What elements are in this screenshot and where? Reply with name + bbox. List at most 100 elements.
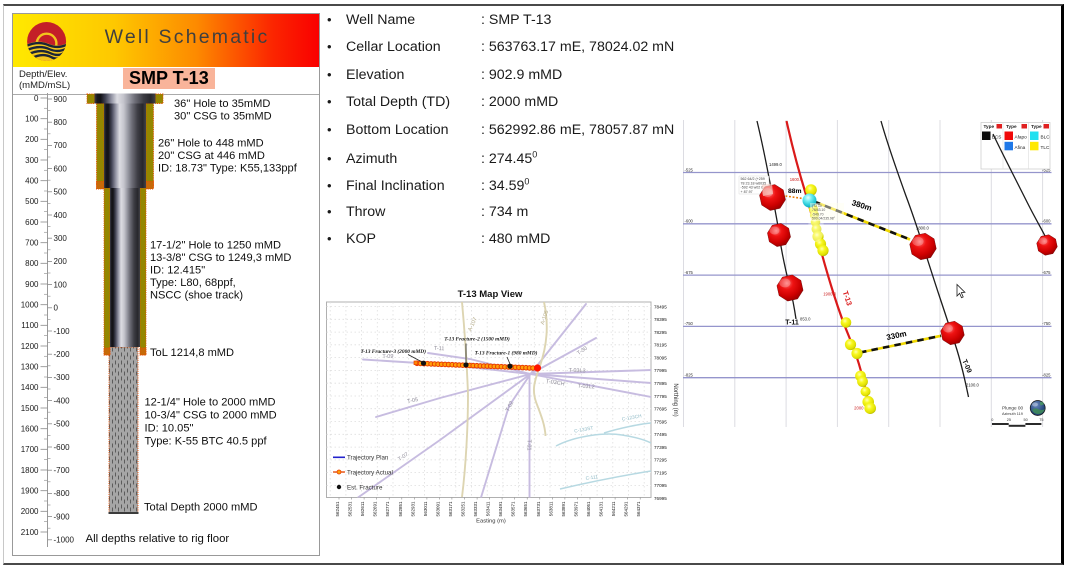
svg-text:T-11: T-11	[434, 346, 445, 353]
svg-text:-825: -825	[685, 373, 694, 378]
svg-text:77095: 77095	[654, 483, 667, 488]
svg-text:77495: 77495	[654, 432, 667, 437]
svg-text:75: 75	[1039, 418, 1043, 422]
svg-text:563811: 563811	[548, 501, 553, 516]
svg-text:330m: 330m	[886, 329, 908, 342]
svg-text:-750: -750	[685, 321, 694, 326]
svg-text:77895: 77895	[654, 381, 667, 386]
svg-text:30" CSG to 35mMD: 30" CSG to 35mMD	[174, 111, 272, 123]
svg-text:78295: 78295	[654, 330, 667, 335]
svg-text:200: 200	[54, 257, 68, 266]
svg-text:500: 500	[54, 188, 68, 197]
svg-text:Type: L80, 68ppf,: Type: L80, 68ppf,	[150, 277, 236, 289]
svg-text:500: 500	[25, 197, 39, 206]
svg-text:T-13 Fracture-3 (2000 mMD): T-13 Fracture-3 (2000 mMD)	[360, 348, 426, 355]
svg-text:-600: -600	[685, 219, 694, 224]
svg-text:1700: 1700	[21, 445, 39, 454]
svg-text:Trajectory Plan: Trajectory Plan	[347, 455, 389, 462]
svg-text:Type: Type	[1031, 124, 1042, 129]
svg-text:76/43.10: 76/43.10	[812, 208, 825, 212]
svg-text:-540.70: -540.70	[812, 212, 824, 216]
svg-text:ID: 18.73" Type: K55,133ppf: ID: 18.73" Type: K55,133ppf	[158, 163, 298, 175]
svg-text:-100: -100	[54, 327, 71, 336]
svg-text:A-105: A-105	[540, 310, 550, 326]
svg-text:12-1/4" Hole to 2000 mMD: 12-1/4" Hole to 2000 mMD	[145, 397, 276, 409]
svg-text:-1000: -1000	[54, 536, 75, 545]
svg-text:NSCC (shoe track): NSCC (shoe track)	[150, 290, 243, 302]
svg-text:2100.0: 2100.0	[966, 383, 979, 388]
svg-text:-675: -675	[685, 270, 694, 275]
svg-text:T-13: T-13	[841, 290, 854, 307]
svg-text:562771: 562771	[385, 501, 390, 517]
svg-text:1200: 1200	[21, 342, 39, 351]
svg-text:78095: 78095	[654, 355, 667, 360]
svg-text:564051: 564051	[586, 501, 591, 517]
svg-text:C-133ST: C-133ST	[574, 425, 594, 434]
svg-text:T-02: T-02	[505, 400, 515, 413]
svg-text:-525: -525	[1042, 167, 1051, 172]
svg-text:78495: 78495	[654, 304, 667, 309]
svg-text:-300: -300	[54, 373, 71, 382]
svg-text:-500: -500	[54, 420, 71, 429]
svg-text:563411: 563411	[486, 501, 491, 516]
svg-text:1600.0: 1600.0	[790, 177, 803, 182]
svg-text:1300: 1300	[21, 363, 39, 372]
svg-text:Plunge 00: Plunge 00	[1002, 406, 1024, 411]
svg-text:900: 900	[25, 280, 39, 289]
svg-text:77795: 77795	[654, 394, 667, 399]
svg-text:77395: 77395	[654, 445, 667, 450]
svg-text:-675: -675	[1042, 270, 1051, 275]
svg-text:563571: 563571	[511, 501, 516, 517]
svg-text:C-123CH: C-123CH	[621, 413, 642, 422]
svg-text:-592 43 w02 6: -592 43 w02 6	[741, 186, 764, 190]
svg-text:562611: 562611	[360, 501, 365, 516]
svg-text:2000: 2000	[854, 406, 864, 411]
svg-text:563651: 563651	[523, 501, 528, 517]
svg-text:78195: 78195	[654, 343, 667, 348]
svg-text:T-01: T-01	[526, 439, 532, 450]
svg-text:563891: 563891	[561, 501, 566, 517]
svg-text:563491: 563491	[498, 501, 503, 517]
svg-text:800: 800	[54, 118, 68, 127]
svg-text:700: 700	[25, 239, 39, 248]
svg-text:563731: 563731	[536, 501, 541, 517]
svg-text:563011: 563011	[423, 501, 428, 516]
svg-text:Azimuth 119: Azimuth 119	[1002, 412, 1023, 416]
svg-text:563971: 563971	[574, 501, 579, 517]
svg-text:T-05: T-05	[407, 397, 419, 405]
svg-text:Total Depth 2000 mMD: Total Depth 2000 mMD	[144, 502, 257, 514]
svg-text:563171: 563171	[448, 501, 453, 517]
svg-text:T-13 Map View: T-13 Map View	[458, 289, 523, 300]
svg-text:0: 0	[54, 304, 59, 313]
svg-text:0: 0	[34, 94, 39, 103]
svg-text:100: 100	[25, 115, 39, 124]
svg-text:564371: 564371	[636, 501, 641, 517]
svg-text:500.04/235.98°: 500.04/235.98°	[812, 217, 836, 221]
svg-text:Type: Type	[1006, 124, 1017, 129]
svg-text:-525: -525	[685, 167, 694, 172]
svg-text:77995: 77995	[654, 368, 667, 373]
svg-text:563251: 563251	[461, 501, 466, 517]
svg-text:20" CSG at 446 mMD: 20" CSG at 446 mMD	[158, 150, 265, 162]
svg-text:600: 600	[54, 164, 68, 173]
svg-text:562691: 562691	[373, 501, 378, 517]
svg-text:-825: -825	[1042, 373, 1051, 378]
svg-text:77295: 77295	[654, 458, 667, 463]
svg-text:563091: 563091	[435, 501, 440, 517]
svg-text:77695: 77695	[654, 407, 667, 412]
svg-text:562851: 562851	[398, 501, 403, 517]
svg-text:+ 87.97: + 87.97	[741, 190, 753, 194]
svg-text:13-3/8" CSG to 1249,3 mMD: 13-3/8" CSG to 1249,3 mMD	[150, 252, 291, 264]
svg-text:600: 600	[25, 218, 39, 227]
svg-text:10-3/4" CSG to 2000 mMD: 10-3/4" CSG to 2000 mMD	[145, 410, 277, 422]
svg-text:77595: 77595	[654, 419, 667, 424]
svg-text:300: 300	[54, 234, 68, 243]
svg-text:1600: 1600	[21, 425, 39, 434]
svg-text:300: 300	[25, 156, 39, 165]
svg-text:78 23.18 w6035: 78 23.18 w6035	[741, 181, 767, 185]
svg-text:T-09: T-09	[382, 354, 393, 361]
svg-text:78395: 78395	[654, 317, 667, 322]
svg-text:1499.0: 1499.0	[769, 162, 782, 167]
svg-text:17-1/2" Hole to 1250 mMD: 17-1/2" Hole to 1250 mMD	[150, 240, 281, 252]
svg-text:-400: -400	[54, 396, 71, 405]
